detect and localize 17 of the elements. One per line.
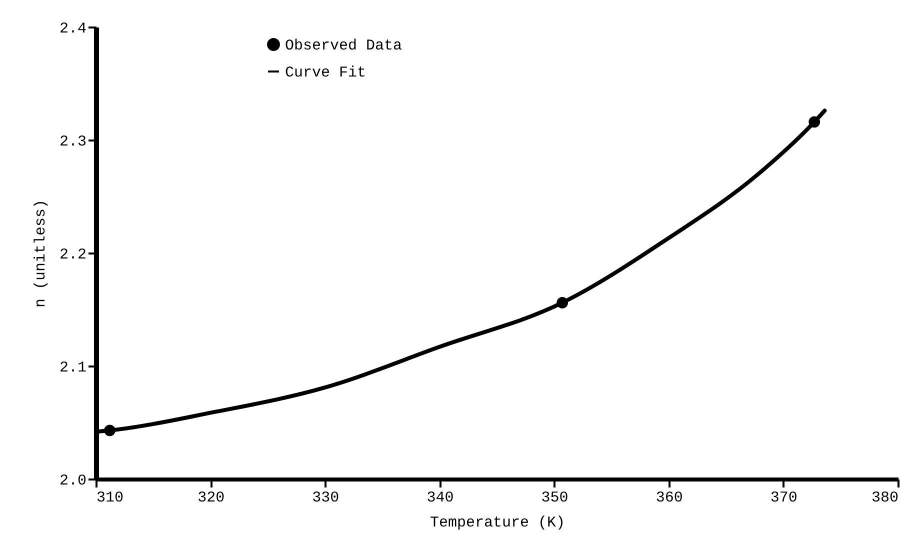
y-tick-label: 2.3	[59, 134, 86, 150]
y-tick-label: 2.0	[59, 472, 86, 490]
y-tick-label: 2.4	[59, 20, 86, 38]
x-axis-title: Temperature (K)	[430, 514, 566, 532]
legend-label: Observed Data	[285, 38, 402, 54]
x-tick-label: 330	[312, 490, 340, 506]
y-axis-title: n (unitless)	[32, 199, 50, 308]
x-tick-label: 380	[871, 490, 898, 506]
x-tick-label: 310	[96, 490, 124, 506]
x-tick-label: 370	[770, 490, 798, 506]
x-tick-label: 360	[656, 490, 683, 506]
y-tick-label: 2.2	[59, 246, 86, 264]
x-tick-label: 320	[198, 490, 225, 506]
x-tick-label: 340	[426, 490, 454, 506]
legend-label: Curve Fit	[285, 64, 366, 82]
x-tick-label: 350	[541, 490, 568, 506]
y-tick-label: 2.1	[59, 360, 86, 376]
